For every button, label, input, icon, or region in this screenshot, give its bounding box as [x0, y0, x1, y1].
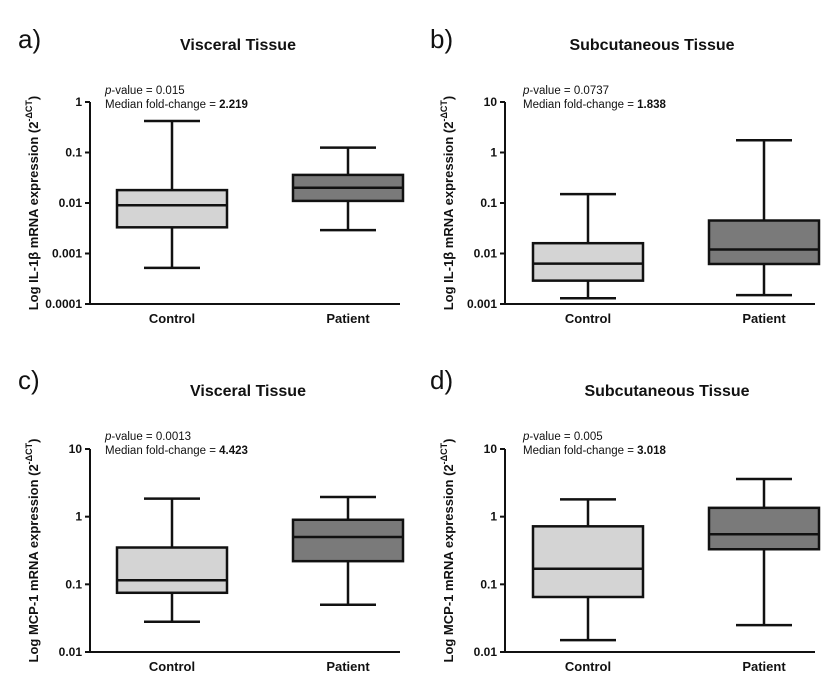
- control-box: [115, 188, 229, 229]
- y-tick-label: 0.01: [59, 645, 83, 659]
- x-tick-label-control: Control: [149, 659, 195, 674]
- y-tick-label: 0.001: [467, 297, 497, 311]
- x-tick-label-patient: Patient: [742, 659, 786, 674]
- chart-panel-c: c) Visceral Tissue p-value = 0.0013 Median …: [18, 365, 405, 674]
- panel-label: a): [18, 24, 41, 54]
- y-axis-label: Log IL-1β mRNA expression (2-ΔCT): [24, 96, 41, 311]
- fold-change-annotation: Median fold-change = 1.838: [523, 99, 667, 111]
- y-tick-label: 0.1: [65, 577, 82, 591]
- y-tick-label: 0.01: [474, 247, 498, 261]
- fold-change-annotation: Median fold-change = 2.219: [105, 99, 248, 111]
- x-tick-label-control: Control: [565, 311, 611, 326]
- y-tick-label: 10: [484, 95, 498, 109]
- p-value-annotation: p-value = 0.0737: [522, 85, 609, 97]
- y-tick-label: 1: [75, 95, 82, 109]
- patient-box: [707, 219, 821, 266]
- p-value-annotation: p-value = 0.015: [104, 85, 185, 97]
- y-tick-label: 10: [484, 442, 498, 456]
- y-tick-label: 0.1: [480, 196, 497, 210]
- y-tick-label: 0.01: [59, 196, 83, 210]
- x-tick-label-patient: Patient: [326, 659, 370, 674]
- chart-panel-d: d) Subcutaneous Tissue p-value = 0.005 Medi…: [430, 365, 821, 674]
- x-tick-label-patient: Patient: [742, 311, 786, 326]
- control-box: [531, 525, 645, 599]
- y-tick-label: 0.1: [480, 577, 497, 591]
- chart-title: Visceral Tissue: [190, 383, 306, 400]
- y-tick-label: 0.001: [52, 247, 82, 261]
- x-tick-label-control: Control: [565, 659, 611, 674]
- chart-panel-a: a) Visceral Tissue p-value = 0.015 Median f…: [18, 24, 405, 326]
- chart-title: Subcutaneous Tissue: [584, 383, 749, 400]
- y-tick-label: 1: [490, 510, 497, 524]
- patient-box: [291, 518, 405, 563]
- y-tick-label: 10: [69, 442, 83, 456]
- y-tick-label: 1: [75, 510, 82, 524]
- x-tick-label-patient: Patient: [326, 311, 370, 326]
- y-tick-label: 0.01: [474, 645, 498, 659]
- control-box: [115, 546, 229, 595]
- y-axis-label: Log MCP-1 mRNA expression (2-ΔCT): [24, 439, 41, 663]
- panel-label: c): [18, 365, 40, 395]
- chart-panel-b: b) Subcutaneous Tissue p-value = 0.0737 Med…: [430, 24, 821, 326]
- p-value-annotation: p-value = 0.005: [522, 431, 603, 443]
- patient-box: [707, 506, 821, 551]
- chart-title: Subcutaneous Tissue: [569, 37, 734, 54]
- p-value-annotation: p-value = 0.0013: [104, 431, 191, 443]
- control-box: [531, 241, 645, 282]
- panel-label: d): [430, 365, 453, 395]
- fold-change-annotation: Median fold-change = 3.018: [523, 445, 667, 457]
- x-tick-label-control: Control: [149, 311, 195, 326]
- y-tick-label: 0.0001: [45, 297, 82, 311]
- panel-label: b): [430, 24, 453, 54]
- y-tick-label: 0.1: [65, 146, 82, 160]
- y-axis-label: Log IL-1β mRNA expression (2-ΔCT): [439, 96, 456, 311]
- fold-change-annotation: Median fold-change = 4.423: [105, 445, 248, 457]
- chart-title: Visceral Tissue: [180, 37, 296, 54]
- y-tick-label: 1: [490, 146, 497, 160]
- y-axis-label: Log MCP-1 mRNA expression (2-ΔCT): [439, 439, 456, 663]
